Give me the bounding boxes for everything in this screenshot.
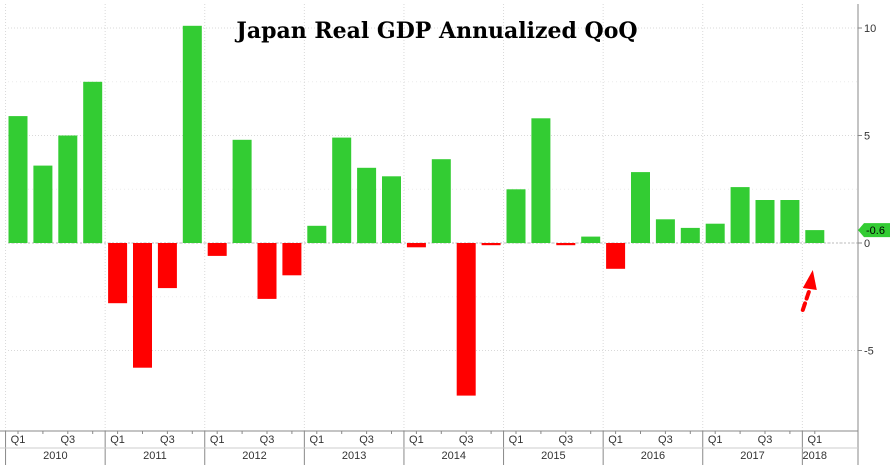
bar [581,236,601,243]
quarter-label: Q1 [210,434,225,446]
quarter-label: Q3 [60,434,75,446]
quarter-label: Q3 [658,434,673,446]
bar [506,189,526,244]
quarter-label: Q1 [708,434,723,446]
year-label: 2016 [641,450,665,462]
bar [805,230,825,243]
y-tick-label: 0 [864,238,870,250]
bar [332,137,352,243]
year-label: 2011 [143,450,167,462]
year-label: 2014 [442,450,466,462]
bar [133,243,152,368]
bar [257,243,277,299]
bar [207,243,227,256]
bar [755,200,775,243]
y-tick-label: 10 [864,23,876,35]
quarter-label: Q1 [409,434,424,446]
y-tick-label: 5 [864,131,870,143]
year-label: 2017 [740,450,764,462]
bar [382,176,401,243]
quarter-label: Q3 [359,434,374,446]
quarter-label: Q3 [558,434,573,446]
year-label: 2012 [242,450,266,462]
bar [531,118,551,243]
year-label: 2018 [803,450,827,462]
bar [157,243,177,289]
bar [456,243,476,396]
quarter-label: Q3 [260,434,275,446]
bar [556,243,576,246]
bar [655,219,675,243]
bar [307,225,327,243]
bar [357,167,377,244]
bar [431,159,451,243]
year-label: 2015 [541,450,565,462]
bar [33,165,53,243]
quarter-label: Q1 [608,434,623,446]
bar [83,81,103,244]
bar [481,243,501,246]
bar [58,135,78,243]
quarter-label: Q1 [509,434,524,446]
last-value-tag [858,223,890,238]
quarter-label: Q3 [459,434,474,446]
bar [232,139,252,243]
arrow-head [802,270,817,290]
bar [108,243,128,304]
y-tick-label: -5 [864,346,874,358]
annotations: -0.6 [800,223,890,312]
quarter-label: Q1 [110,434,125,446]
x-axis: Q1 Q3 Q1 Q3 Q1 Q3 Q1 Q3 Q1 Q3 Q1 Q3 Q1 Q3 Q1 Q3 Q1 2010 20… [0,430,859,465]
bar [631,172,650,243]
bar [8,116,28,243]
bar [406,243,426,248]
bar [705,223,725,243]
bars-group [8,25,825,396]
bar [182,25,202,243]
bar [282,243,302,276]
bar [680,227,700,243]
year-label: 2010 [43,450,67,462]
quarter-label: Q3 [758,434,773,446]
bar [606,243,626,269]
year-label: 2013 [342,450,366,462]
last-value-label: -0.6 [866,225,885,237]
quarter-label: Q3 [160,434,175,446]
quarter-label: Q1 [807,434,822,446]
bar [780,200,800,243]
chart-title: Japan Real GDP Annualized QoQ [234,18,637,44]
quarter-label: Q1 [309,434,324,446]
quarter-label: Q1 [11,434,26,446]
bar [730,187,750,243]
y-axis: 10 5 0 -5 [857,4,876,431]
arrow-shaft [800,290,811,312]
